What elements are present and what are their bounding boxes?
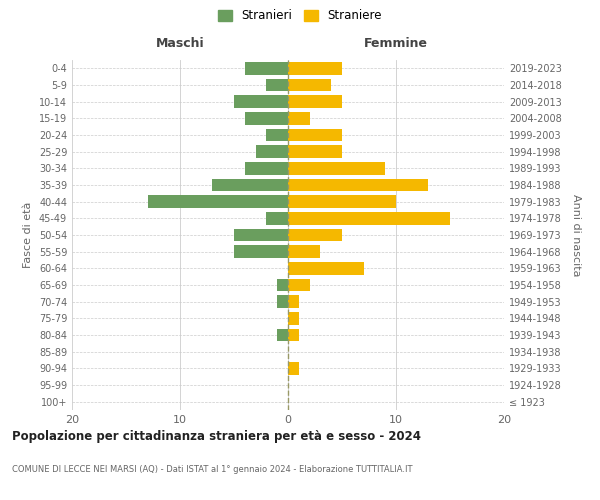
Bar <box>245 162 288 174</box>
Bar <box>288 96 342 108</box>
Bar <box>256 146 288 158</box>
Bar <box>234 96 288 108</box>
Bar <box>288 312 299 324</box>
Bar <box>288 79 331 92</box>
Bar <box>148 196 288 208</box>
Bar <box>288 162 385 174</box>
Bar <box>245 112 288 124</box>
Bar <box>277 296 288 308</box>
Bar <box>277 279 288 291</box>
Bar <box>288 129 342 141</box>
Bar <box>288 362 299 374</box>
Bar <box>234 246 288 258</box>
Text: COMUNE DI LECCE NEI MARSI (AQ) - Dati ISTAT al 1° gennaio 2024 - Elaborazione TU: COMUNE DI LECCE NEI MARSI (AQ) - Dati IS… <box>12 465 413 474</box>
Text: Popolazione per cittadinanza straniera per età e sesso - 2024: Popolazione per cittadinanza straniera p… <box>12 430 421 443</box>
Bar <box>288 329 299 341</box>
Bar <box>288 179 428 192</box>
Bar <box>288 62 342 74</box>
Y-axis label: Fasce di età: Fasce di età <box>23 202 33 268</box>
Bar <box>266 129 288 141</box>
Bar <box>212 179 288 192</box>
Bar <box>288 112 310 124</box>
Bar <box>288 246 320 258</box>
Bar <box>288 146 342 158</box>
Bar <box>277 329 288 341</box>
Bar <box>288 196 396 208</box>
Legend: Stranieri, Straniere: Stranieri, Straniere <box>214 6 386 26</box>
Text: Maschi: Maschi <box>155 37 205 50</box>
Bar <box>288 229 342 241</box>
Bar <box>288 262 364 274</box>
Bar <box>245 62 288 74</box>
Bar <box>266 212 288 224</box>
Y-axis label: Anni di nascita: Anni di nascita <box>571 194 581 276</box>
Bar <box>288 279 310 291</box>
Bar <box>234 229 288 241</box>
Bar <box>288 296 299 308</box>
Bar <box>266 79 288 92</box>
Bar <box>288 212 450 224</box>
Text: Femmine: Femmine <box>364 37 428 50</box>
